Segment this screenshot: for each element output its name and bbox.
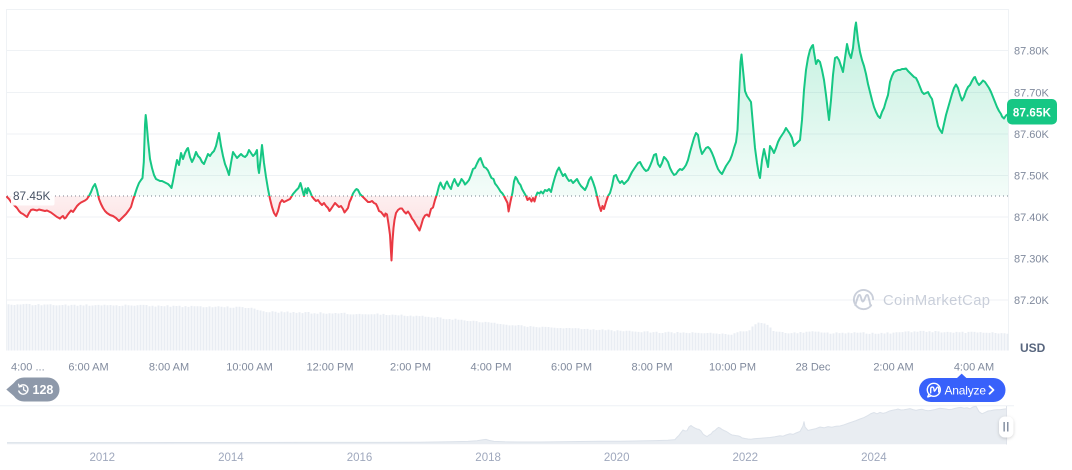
- svg-text:87.80K: 87.80K: [1014, 46, 1050, 58]
- svg-text:4:00 AM: 4:00 AM: [954, 362, 994, 374]
- svg-text:8:00 AM: 8:00 AM: [149, 362, 189, 374]
- svg-text:4:00 PM: 4:00 PM: [471, 362, 512, 374]
- svg-text:87.30K: 87.30K: [1014, 254, 1050, 266]
- svg-text:2022: 2022: [733, 452, 759, 464]
- svg-text:87.70K: 87.70K: [1014, 88, 1050, 100]
- svg-text:2016: 2016: [347, 452, 373, 464]
- svg-text:28 Dec: 28 Dec: [796, 362, 831, 374]
- svg-text:2:00 PM: 2:00 PM: [390, 362, 431, 374]
- svg-text:Analyze: Analyze: [945, 383, 987, 397]
- svg-text:87.50K: 87.50K: [1014, 171, 1050, 183]
- svg-text:128: 128: [33, 383, 54, 397]
- svg-text:8:00 PM: 8:00 PM: [632, 362, 673, 374]
- svg-text:2014: 2014: [218, 452, 244, 464]
- svg-text:6:00 PM: 6:00 PM: [551, 362, 592, 374]
- svg-text:CoinMarketCap: CoinMarketCap: [883, 293, 990, 309]
- svg-text:2012: 2012: [90, 452, 116, 464]
- svg-text:6:00 AM: 6:00 AM: [68, 362, 108, 374]
- svg-text:USD: USD: [1020, 341, 1046, 355]
- svg-text:2020: 2020: [604, 452, 630, 464]
- svg-text:87.20K: 87.20K: [1014, 295, 1050, 307]
- svg-text:12:00 PM: 12:00 PM: [306, 362, 353, 374]
- svg-text:87.65K: 87.65K: [1013, 108, 1052, 120]
- svg-text:87.45K: 87.45K: [13, 189, 51, 203]
- svg-text:4:00 ...: 4:00 ...: [11, 362, 45, 374]
- svg-text:10:00 AM: 10:00 AM: [226, 362, 272, 374]
- svg-text:10:00 PM: 10:00 PM: [709, 362, 756, 374]
- svg-text:87.60K: 87.60K: [1014, 129, 1050, 141]
- svg-text:87.40K: 87.40K: [1014, 212, 1050, 224]
- svg-text:2024: 2024: [861, 452, 887, 464]
- svg-text:2018: 2018: [475, 452, 501, 464]
- svg-text:2:00 AM: 2:00 AM: [873, 362, 913, 374]
